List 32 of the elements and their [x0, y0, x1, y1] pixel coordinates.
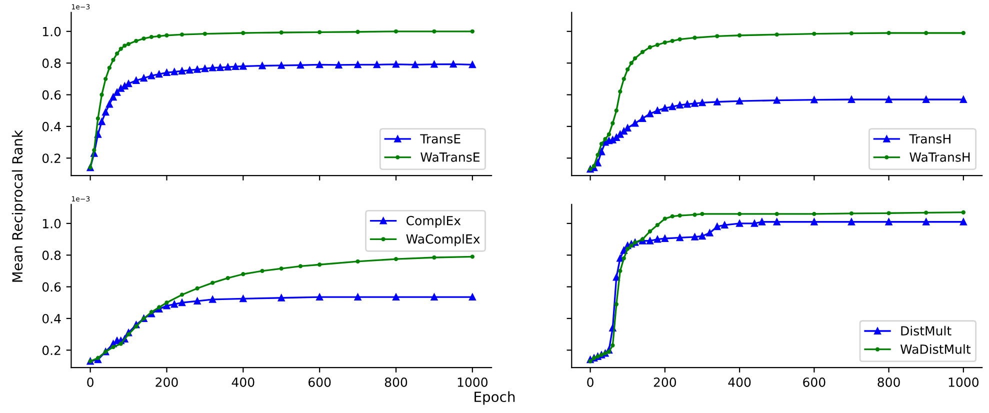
y-tick-label: 0.4 — [42, 314, 61, 324]
x-tick-label: 600 — [803, 378, 826, 387]
legend-label: TransH — [909, 134, 950, 144]
y-tick-label: 1.0 — [42, 218, 61, 228]
y-tick-label: 0.8 — [42, 250, 61, 260]
y-tick-label: 0.2 — [42, 346, 60, 356]
y-axis-title: Mean Reciprocal Rank — [12, 130, 26, 282]
legend-label: DistMult — [901, 326, 952, 336]
x-tick-label: 400 — [232, 378, 254, 387]
x-tick-label: 1000 — [948, 378, 978, 387]
x-tick-label: 0 — [587, 378, 594, 387]
x-tick-label: 800 — [878, 378, 900, 387]
legend-label: ComplEx — [406, 216, 461, 228]
legend-label: WaTransE — [420, 152, 480, 162]
x-tick-label: 200 — [156, 378, 178, 387]
y-tick-label: 1.0 — [42, 26, 61, 36]
x-tick-label: 800 — [384, 378, 408, 387]
x-tick-label: 1000 — [458, 378, 488, 387]
x-tick-label: 400 — [728, 378, 751, 387]
x-tick-label: 600 — [308, 378, 331, 387]
y-tick-label: 0.2 — [42, 154, 60, 164]
legend-label: TransE — [420, 134, 460, 144]
x-tick-label: 0 — [87, 378, 94, 387]
x-axis-title: Epoch — [474, 391, 515, 405]
x-tick-label: 200 — [654, 378, 676, 387]
y-tick-label: 0.6 — [42, 282, 61, 292]
legend-label: WaTransH — [910, 152, 970, 162]
legend-label: WaComplEx — [406, 234, 480, 246]
legend-label: WaDistMult — [900, 344, 971, 354]
y-tick-label: 0.6 — [42, 90, 61, 100]
y-tick-label: 0.8 — [42, 58, 61, 68]
y-tick-label: 0.4 — [42, 122, 61, 132]
